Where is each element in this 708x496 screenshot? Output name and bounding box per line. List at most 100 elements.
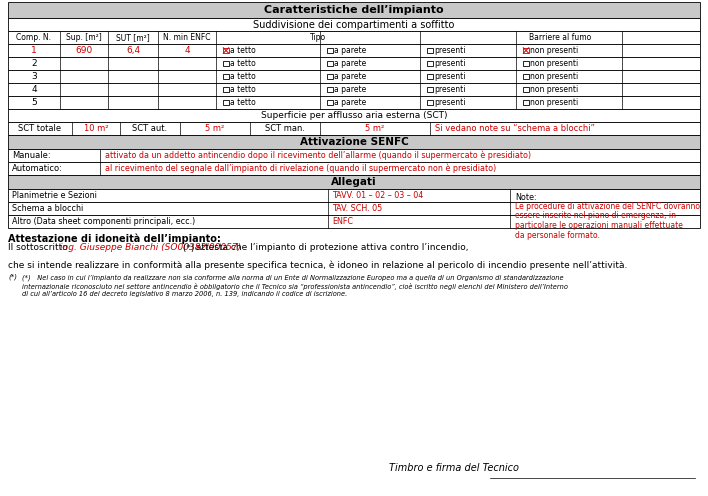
Text: a parete: a parete — [334, 46, 366, 55]
Bar — [523, 48, 529, 53]
Text: ing. Giuseppe Bianchi (SO00382I00057): ing. Giuseppe Bianchi (SO00382I00057) — [60, 244, 241, 252]
Text: a tetto: a tetto — [230, 85, 256, 94]
Text: particolare le operazioni manuali effettuate: particolare le operazioni manuali effett… — [515, 221, 683, 230]
Text: Caratteristiche dell’impianto: Caratteristiche dell’impianto — [264, 5, 444, 15]
Bar — [523, 74, 529, 79]
Text: essere inserite nel piano di emergenza, in: essere inserite nel piano di emergenza, … — [515, 211, 676, 221]
Bar — [223, 61, 229, 66]
Bar — [523, 61, 529, 66]
Text: 10 m²: 10 m² — [84, 124, 108, 133]
Text: non presenti: non presenti — [530, 46, 578, 55]
Text: Automatico:: Automatico: — [12, 164, 63, 173]
Text: a parete: a parete — [334, 98, 366, 107]
Text: SCT totale: SCT totale — [18, 124, 62, 133]
Text: a tetto: a tetto — [230, 98, 256, 107]
Bar — [327, 61, 333, 66]
Text: presenti: presenti — [434, 98, 465, 107]
Bar — [523, 87, 529, 92]
Text: SCT aut.: SCT aut. — [132, 124, 168, 133]
Text: Il sottoscritto: Il sottoscritto — [8, 244, 71, 252]
Text: Note:: Note: — [515, 193, 537, 202]
Bar — [8, 96, 700, 109]
Text: TAVV. 01 – 02 – 03 – 04: TAVV. 01 – 02 – 03 – 04 — [332, 191, 423, 200]
Text: 690: 690 — [75, 46, 93, 55]
Text: Planimetrie e Sezioni: Planimetrie e Sezioni — [12, 191, 97, 200]
Text: non presenti: non presenti — [530, 72, 578, 81]
Text: a parete: a parete — [334, 59, 366, 68]
Text: a tetto: a tetto — [230, 46, 256, 55]
Text: Barriere al fumo: Barriere al fumo — [529, 33, 591, 42]
Text: Superficie per afflusso aria esterna (SCT): Superficie per afflusso aria esterna (SC… — [261, 111, 447, 120]
Text: ENFC: ENFC — [332, 217, 353, 226]
Bar — [223, 74, 229, 79]
Text: 4: 4 — [184, 46, 190, 55]
Text: N. min ENFC: N. min ENFC — [164, 33, 211, 42]
Text: Manuale:: Manuale: — [12, 151, 51, 160]
Bar — [8, 70, 700, 83]
Bar — [427, 48, 433, 53]
Text: non presenti: non presenti — [530, 59, 578, 68]
Bar — [427, 100, 433, 105]
Text: Attestazione di idoneità dell’impianto:: Attestazione di idoneità dell’impianto: — [8, 234, 221, 245]
Text: non presenti: non presenti — [530, 85, 578, 94]
Text: Altro (Data sheet componenti principali, ecc.): Altro (Data sheet componenti principali,… — [12, 217, 195, 226]
Bar — [327, 74, 333, 79]
Text: TAV. SCH. 05: TAV. SCH. 05 — [332, 204, 382, 213]
Bar — [427, 74, 433, 79]
Text: che si intende realizzare in conformità alla presente specifica tecnica, è idone: che si intende realizzare in conformità … — [8, 260, 627, 269]
Bar — [8, 109, 700, 122]
Bar — [8, 31, 700, 44]
Text: a tetto: a tetto — [230, 59, 256, 68]
Bar — [327, 48, 333, 53]
Bar — [8, 215, 700, 228]
Text: 3: 3 — [31, 72, 37, 81]
Bar — [427, 61, 433, 66]
Bar — [8, 44, 700, 57]
Bar — [8, 2, 700, 18]
Bar — [223, 100, 229, 105]
Bar — [8, 162, 700, 175]
Bar — [223, 48, 229, 53]
Text: (*) Nel caso in cui l’impianto da realizzare non sia conforme alla norma di un E: (*) Nel caso in cui l’impianto da realiz… — [22, 274, 564, 281]
Bar — [8, 135, 700, 149]
Text: Timbro e firma del Tecnico: Timbro e firma del Tecnico — [389, 463, 519, 473]
Text: Sup. [m²]: Sup. [m²] — [66, 33, 102, 42]
Text: Le procedure di attivazione del SENFC dovranno: Le procedure di attivazione del SENFC do… — [515, 202, 700, 211]
Text: 5 m²: 5 m² — [205, 124, 224, 133]
Text: di cui all’articolo 16 del decreto legislativo 8 marzo 2006, n. 139, indicando i: di cui all’articolo 16 del decreto legis… — [22, 291, 347, 297]
Bar — [427, 87, 433, 92]
Text: 2: 2 — [31, 59, 37, 68]
Text: 6,4: 6,4 — [126, 46, 140, 55]
Text: SUT [m²]: SUT [m²] — [116, 33, 150, 42]
Text: (*): (*) — [8, 274, 17, 281]
Bar — [8, 189, 700, 202]
Text: Suddivisione dei compartimenti a soffitto: Suddivisione dei compartimenti a soffitt… — [253, 19, 455, 29]
Text: attesta che l’impianto di protezione attiva contro l’incendio,: attesta che l’impianto di protezione att… — [193, 244, 469, 252]
Text: SCT man.: SCT man. — [265, 124, 305, 133]
Text: (*): (*) — [181, 244, 195, 252]
Text: Allegati: Allegati — [331, 177, 377, 187]
Text: Comp. N.: Comp. N. — [16, 33, 52, 42]
Text: a parete: a parete — [334, 85, 366, 94]
Bar — [523, 100, 529, 105]
Bar — [8, 57, 700, 70]
Text: da personale formato.: da personale formato. — [515, 231, 600, 240]
Text: presenti: presenti — [434, 59, 465, 68]
Text: a tetto: a tetto — [230, 72, 256, 81]
Text: a parete: a parete — [334, 72, 366, 81]
Bar — [8, 83, 700, 96]
Text: presenti: presenti — [434, 72, 465, 81]
Bar — [8, 18, 700, 31]
Text: Attivazione SENFC: Attivazione SENFC — [299, 137, 409, 147]
Text: 5: 5 — [31, 98, 37, 107]
Bar — [8, 122, 700, 135]
Bar — [8, 202, 700, 215]
Text: 5 m²: 5 m² — [365, 124, 384, 133]
Bar — [8, 149, 700, 162]
Text: presenti: presenti — [434, 85, 465, 94]
Text: non presenti: non presenti — [530, 98, 578, 107]
Text: Schema a blocchi: Schema a blocchi — [12, 204, 84, 213]
Bar — [327, 100, 333, 105]
Text: presenti: presenti — [434, 46, 465, 55]
Text: 4: 4 — [31, 85, 37, 94]
